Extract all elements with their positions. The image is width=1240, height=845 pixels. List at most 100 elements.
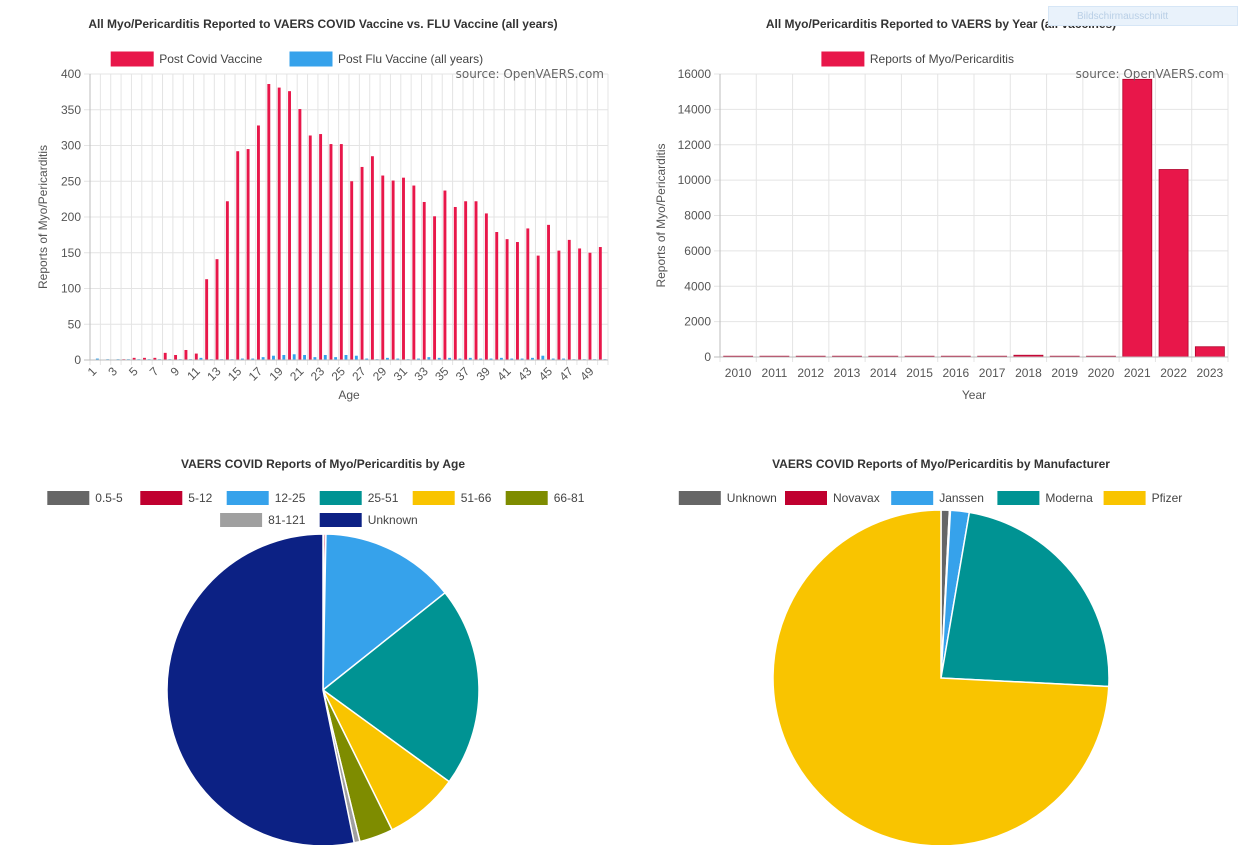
agegroup-legend-item[interactable]: 51-66 — [412, 491, 492, 505]
age-bar[interactable] — [313, 357, 317, 360]
age-bar[interactable] — [272, 355, 275, 360]
age-bar[interactable] — [443, 190, 447, 360]
age-bar[interactable] — [251, 358, 255, 360]
age-bar[interactable] — [95, 358, 99, 360]
age-bar[interactable] — [194, 353, 198, 360]
agegroup-slice[interactable] — [166, 533, 356, 845]
age-bar[interactable] — [437, 357, 441, 360]
age-bar[interactable] — [385, 357, 389, 360]
age-bar[interactable] — [365, 358, 369, 360]
age-bar[interactable] — [453, 206, 457, 360]
age-bar[interactable] — [329, 144, 333, 360]
age-bar[interactable] — [448, 357, 452, 360]
age-bar[interactable] — [334, 357, 338, 360]
age-bar[interactable] — [474, 201, 478, 360]
manufacturer-legend-item[interactable]: Novavax — [785, 491, 880, 505]
manufacturer-legend-item[interactable]: Moderna — [997, 491, 1093, 505]
age-bar[interactable] — [484, 213, 488, 360]
age-bar[interactable] — [578, 248, 582, 360]
manufacturer-slice[interactable] — [772, 509, 1110, 845]
age-bar[interactable] — [205, 279, 209, 360]
agegroup-legend-item[interactable]: 12-25 — [226, 491, 306, 505]
manufacturer-legend-item[interactable]: Pfizer — [1103, 491, 1183, 505]
age-bar[interactable] — [391, 180, 395, 360]
age-bar[interactable] — [344, 354, 348, 360]
manufacturer-slice[interactable] — [940, 511, 1110, 688]
agegroup-legend-item[interactable]: 0.5-5 — [47, 491, 123, 505]
age-bar[interactable] — [370, 156, 374, 360]
age-bar[interactable] — [323, 354, 327, 360]
age-bar[interactable] — [412, 185, 416, 360]
age-bar[interactable] — [479, 358, 483, 360]
age-bar[interactable] — [267, 84, 271, 360]
agegroup-legend-item[interactable]: 25-51 — [319, 491, 399, 505]
age-bar[interactable] — [339, 144, 343, 360]
age-bar[interactable] — [567, 239, 571, 360]
age-bar[interactable] — [510, 358, 514, 360]
age-bar[interactable] — [464, 201, 468, 360]
age-bar[interactable] — [495, 232, 499, 360]
age-bar[interactable] — [562, 358, 566, 360]
year-bar[interactable] — [1158, 169, 1189, 358]
age-bar[interactable] — [215, 259, 219, 360]
age-bar[interactable] — [531, 357, 534, 360]
age-bar[interactable] — [422, 201, 426, 360]
age-bar[interactable] — [246, 149, 250, 360]
age-bar[interactable] — [526, 228, 530, 360]
age-bar[interactable] — [468, 357, 472, 360]
age-bar[interactable] — [598, 247, 602, 360]
age-bar[interactable] — [551, 358, 555, 360]
age-bar[interactable] — [417, 358, 420, 360]
age-bar[interactable] — [174, 354, 178, 360]
age-bar[interactable] — [505, 239, 509, 360]
age-bar[interactable] — [557, 250, 561, 360]
age-bar[interactable] — [541, 355, 545, 360]
age-bar[interactable] — [350, 181, 354, 360]
age-legend-item[interactable]: Post Flu Vaccine (all years) — [289, 51, 483, 67]
age-legend-item[interactable]: Post Covid Vaccine — [110, 51, 263, 67]
age-bar[interactable] — [298, 109, 302, 360]
age-bar[interactable] — [402, 177, 405, 360]
age-bar[interactable] — [381, 175, 385, 360]
age-bar[interactable] — [199, 357, 203, 360]
age-bar[interactable] — [240, 358, 244, 360]
manufacturer-legend-item[interactable]: Janssen — [891, 491, 984, 505]
age-bar[interactable] — [308, 135, 312, 360]
age-bar[interactable] — [163, 352, 167, 360]
age-bar[interactable] — [132, 357, 136, 360]
age-bar[interactable] — [458, 358, 462, 360]
year-bar[interactable] — [1194, 346, 1225, 358]
age-bar[interactable] — [547, 224, 550, 360]
age-bar[interactable] — [153, 357, 157, 360]
age-bar[interactable] — [236, 151, 240, 360]
age-bar[interactable] — [292, 354, 296, 360]
agegroup-slice[interactable] — [321, 591, 480, 783]
age-bar[interactable] — [433, 216, 437, 360]
age-bar[interactable] — [261, 357, 265, 360]
manufacturer-legend-item[interactable]: Unknown — [678, 491, 777, 505]
age-bar[interactable] — [288, 91, 291, 360]
age-bar[interactable] — [143, 357, 146, 360]
age-bar[interactable] — [257, 125, 260, 360]
agegroup-slice[interactable] — [322, 533, 447, 692]
age-bar[interactable] — [360, 166, 364, 360]
age-bar[interactable] — [225, 201, 229, 360]
agegroup-legend-item[interactable]: 81-121 — [220, 513, 306, 527]
agegroup-legend-item[interactable]: 66-81 — [505, 491, 585, 505]
agegroup-legend-item[interactable]: 5-12 — [140, 491, 213, 505]
age-bar[interactable] — [489, 358, 493, 360]
age-bar[interactable] — [319, 134, 323, 360]
agegroup-legend-item[interactable]: Unknown — [319, 513, 418, 527]
age-bar[interactable] — [303, 354, 307, 360]
age-bar[interactable] — [396, 358, 400, 360]
age-bar[interactable] — [354, 355, 358, 360]
age-bar[interactable] — [516, 242, 519, 360]
age-bar[interactable] — [282, 354, 286, 360]
age-bar[interactable] — [536, 255, 540, 360]
age-bar[interactable] — [277, 87, 281, 361]
age-bar[interactable] — [520, 358, 524, 360]
age-bar[interactable] — [588, 252, 592, 360]
year-legend-item[interactable]: Reports of Myo/Pericarditis — [821, 51, 1014, 67]
age-bar[interactable] — [427, 357, 431, 360]
year-bar[interactable] — [1122, 78, 1153, 358]
